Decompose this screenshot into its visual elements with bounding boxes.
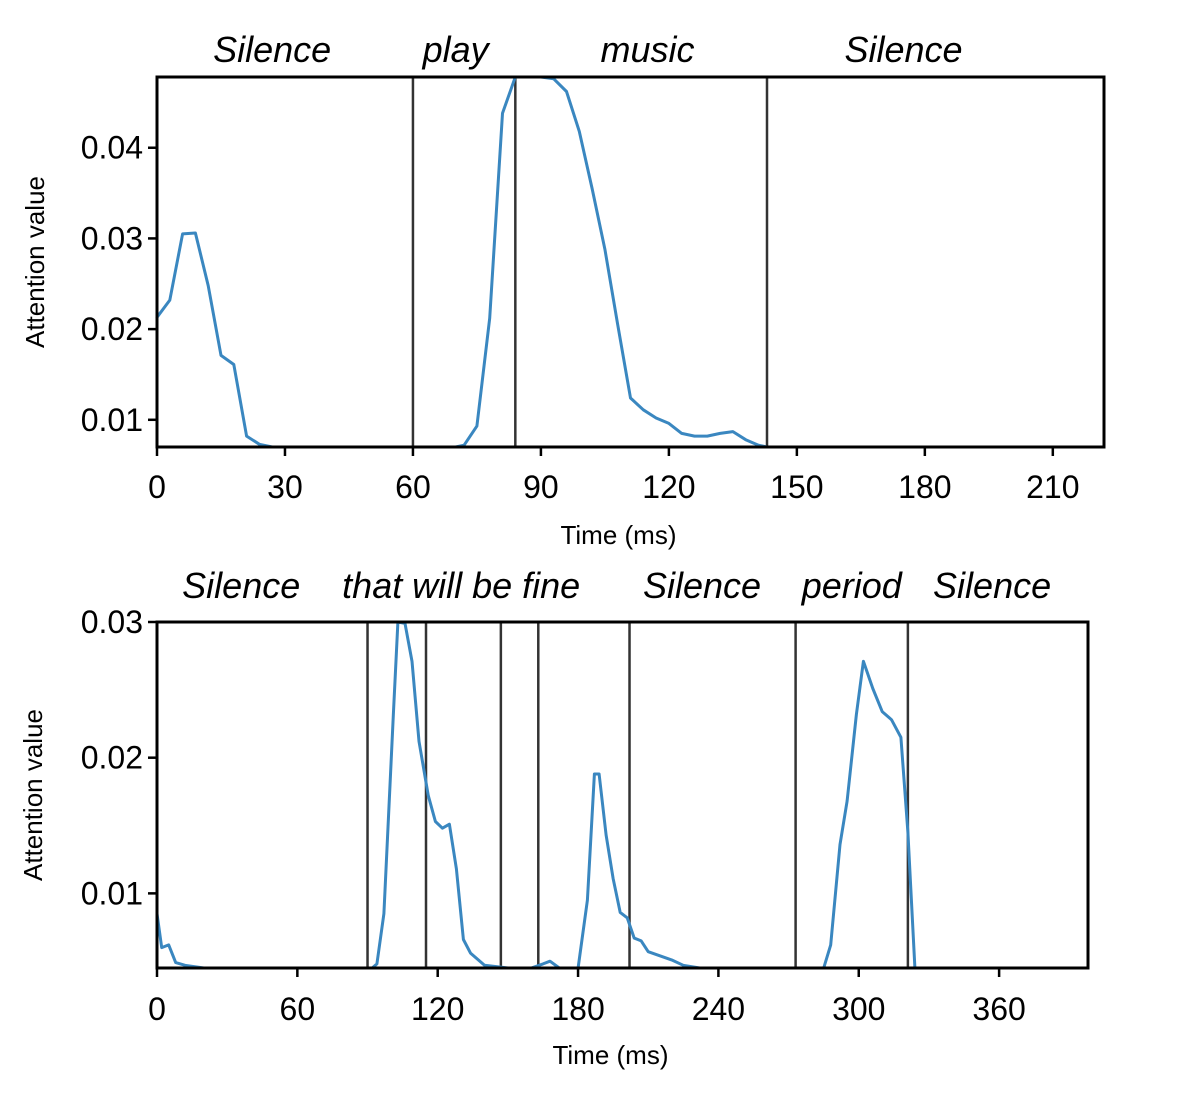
word-label: Silence [844,29,962,70]
word-label: Silence [213,29,331,70]
chart-bottom: 0 60 120 180 240 300 360 0.01 0.02 0.03 Time (ms) A… [18,565,1090,1070]
x-tick-label: 60 [280,991,316,1027]
word-label: Silence [933,565,1051,606]
x-tick-label: 180 [898,469,951,505]
x-tick-label: 300 [832,991,885,1027]
series-line [155,620,1090,970]
x-tick-label: 210 [1026,469,1079,505]
x-tick-label: 240 [692,991,745,1027]
x-tick-label: 0 [148,469,166,505]
word-label: that [342,565,404,606]
y-tick-label: 0.03 [81,220,143,256]
word-label: play [422,29,491,70]
x-axis-label: Time (ms) [552,1040,668,1070]
series-line [155,75,777,449]
x-tick-label: 150 [770,469,823,505]
word-label: Silence [182,565,300,606]
y-tick-label: 0.01 [81,875,143,911]
x-tick-label: 90 [523,469,559,505]
x-axis-label: Time (ms) [560,520,676,550]
x-tick-label: 60 [395,469,431,505]
word-label: will be fine [412,565,580,606]
plot-frame [155,620,1090,970]
chart-top: 0 30 60 90 120 150 180 210 0.01 0.02 0.03 0.04 Time … [20,29,1106,550]
x-tick-label: 0 [148,991,166,1027]
x-tick-label: 120 [642,469,695,505]
x-tick-label: 360 [972,991,1025,1027]
y-axis-label: Attention value [20,176,50,348]
word-label: period [801,565,903,606]
word-label: Silence [643,565,761,606]
x-tick-label: 120 [411,991,464,1027]
y-tick-label: 0.03 [81,604,143,640]
y-axis-label: Attention value [18,709,48,881]
y-tick-label: 0.02 [81,740,143,776]
word-label: music [601,29,695,70]
y-tick-label: 0.01 [81,402,143,438]
y-tick-label: 0.02 [81,311,143,347]
x-tick-label: 180 [551,991,604,1027]
y-tick-label: 0.04 [81,130,143,166]
x-tick-label: 30 [267,469,303,505]
plot-frame [155,75,1106,449]
